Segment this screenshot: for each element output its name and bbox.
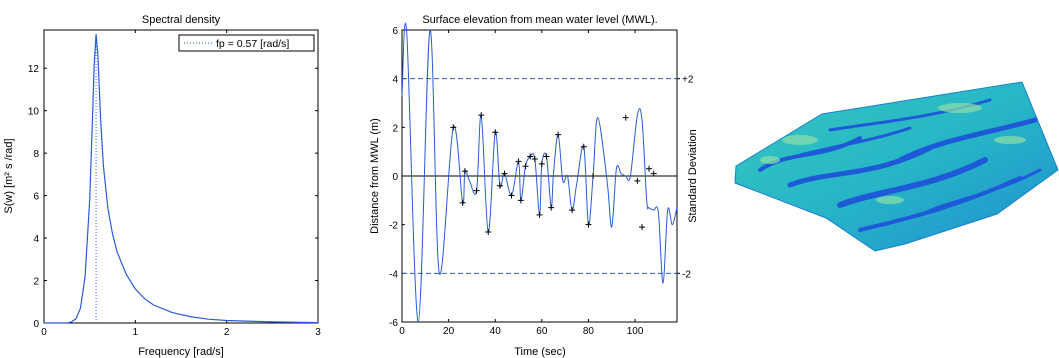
chart2-marker [515,158,522,165]
wave-highlight [760,156,780,164]
chart2-right-tick-label: +2 [682,75,694,86]
chart2-xtick-label: 0 [399,326,405,337]
chart1-xtick-label: 3 [315,327,321,338]
chart2-marker [538,160,545,167]
chart1-ytick-label: 8 [33,149,39,160]
chart2-xlabel: Time (sec) [514,346,566,358]
chart1-ytick-label: 6 [33,192,39,203]
chart1-series-line [44,34,319,324]
chart1-xtick-label: 2 [224,327,230,338]
wave-highlight [876,196,904,204]
wave-highlight [782,135,818,145]
chart1-xtick-label: 0 [41,327,47,338]
wave-streak [918,168,1042,217]
spectral-density-chart: Spectral density Frequency [rad/s] S(w) … [3,14,321,358]
wave-highlight [938,103,982,113]
chart2-marker [622,114,629,121]
chart1-ylabel: S(w) [m² s /rad] [3,138,15,213]
chart2-right-tick-label: -2 [682,269,691,280]
chart2-xtick-label: 100 [627,326,644,337]
chart2-marker [639,224,646,231]
chart2-marker [459,199,466,206]
sea-surface-3d-image [734,81,1059,252]
chart2-marker [508,192,515,199]
chart2-xtick-label: 20 [443,326,455,337]
chart1-legend: fp = 0.57 [rad/s] [178,34,315,52]
chart2-ylabel-right: Standard Deviation [687,129,699,223]
chart2-marker [585,221,592,228]
chart2-ytick-label: -4 [389,269,398,280]
chart2-marker [590,173,597,179]
chart1-ytick-label: 0 [33,319,39,330]
chart1-axes-box [43,29,319,324]
chart2-marker [450,124,457,131]
sea-surface-highlights [760,103,1026,204]
chart2-marker [501,170,508,177]
chart2-xtick-label: 60 [536,326,548,337]
chart2-marker [646,165,653,172]
wave-highlight [994,136,1026,144]
chart1-title: Spectral density [142,14,221,26]
surface-elevation-chart: Surface elevation from mean water level … [369,14,699,358]
chart2-marker [543,153,550,160]
chart2-marker [473,187,480,194]
sea-surface-wave-streaks [758,98,1042,232]
chart2-ytick-label: 0 [392,172,398,183]
wave-streak [798,126,912,157]
chart2-marker [531,155,538,162]
chart1-ytick-label: 4 [33,234,39,245]
chart2-ytick-label: 6 [392,26,398,37]
wave-streak [837,157,988,208]
chart1-xtick-label: 1 [133,327,139,338]
chart2-marker [536,211,543,218]
chart1-ytick-label: 2 [33,277,39,288]
chart1-ytick-label: 12 [28,64,40,75]
chart2-ytick-label: 2 [392,123,398,134]
chart2-ytick-label: -2 [389,221,398,232]
chart2-marker [650,170,657,177]
chart2-xtick-label: 40 [490,326,502,337]
chart2-marker [548,204,555,211]
chart2-marker [569,207,576,214]
chart2-marker [517,197,524,204]
sea-surface-shape [734,81,1059,252]
chart2-marker [580,143,587,150]
chart1-legend-box [178,34,315,52]
chart2-title: Surface elevation from mean water level … [422,14,657,26]
chart1-legend-label: fp = 0.57 [rad/s] [216,38,289,50]
chart2-ticks: 0 20 40 60 80 100 -6 -4 -2 0 2 4 6 +2 -2 [389,26,694,337]
chart2-marker [522,163,529,170]
chart2-marker [527,153,534,160]
chart1-ytick-label: 10 [28,107,40,118]
chart2-marker [461,168,468,175]
wave-streak [897,117,1038,163]
chart2-series-line [401,22,678,323]
chart2-std-lines [402,78,677,274]
chart2-marker [555,131,562,138]
chart2-marker [634,177,641,184]
chart2-ytick-label: -6 [389,318,398,329]
chart2-marker [478,112,485,119]
chart2-xtick-label: 80 [583,326,595,337]
chart2-markers [450,112,657,235]
chart2-ylabel: Distance from MWL (m) [369,118,381,234]
chart2-marker [485,228,492,235]
chart2-marker [496,182,503,189]
chart1-xlabel: Frequency [rad/s] [138,346,224,358]
chart2-marker [492,129,499,136]
chart2-ytick-label: 4 [392,75,398,86]
